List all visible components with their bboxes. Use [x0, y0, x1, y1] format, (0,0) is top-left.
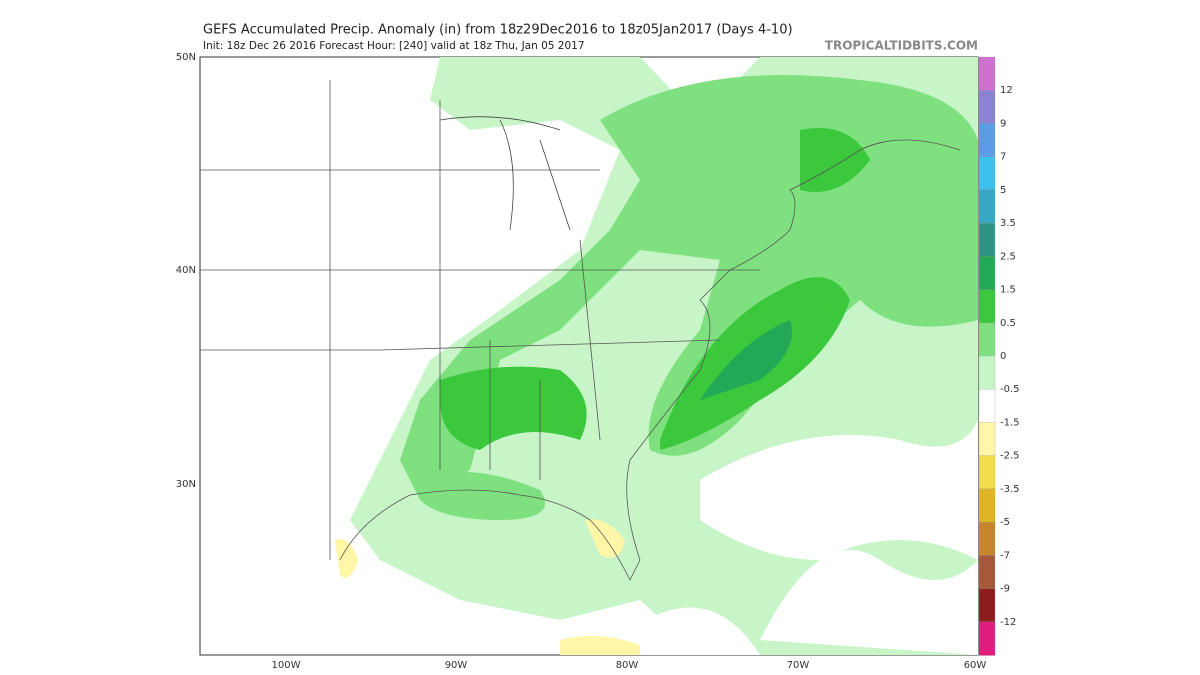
colorbar-label: 0.5 — [1000, 318, 1016, 329]
colorbar-swatch — [978, 355, 996, 390]
colorbar-swatch — [978, 555, 996, 590]
colorbar-swatch — [978, 189, 996, 224]
colorbar-swatch — [978, 588, 996, 623]
colorbar-label: 2.5 — [1000, 251, 1016, 262]
colorbar-swatch — [978, 389, 996, 424]
title: GEFS Accumulated Precip. Anomaly (in) fr… — [203, 23, 793, 38]
lon-label: 60W — [964, 660, 987, 671]
colorbar-label: 0 — [1000, 351, 1006, 362]
map — [199, 56, 979, 656]
colorbar-label: -7 — [1000, 550, 1010, 561]
boundaries — [200, 80, 961, 581]
lon-label: 80W — [616, 660, 639, 671]
colorbar-swatch — [978, 455, 996, 490]
colorbar-label: 3.5 — [1000, 218, 1016, 229]
colorbar-label: 7 — [1000, 152, 1006, 163]
colorbar-swatch — [978, 123, 996, 158]
colorbar-label: -0.5 — [1000, 384, 1020, 395]
colorbar-swatch — [978, 56, 996, 91]
colorbar-label: -12 — [1000, 617, 1016, 628]
precip-shading — [335, 57, 978, 655]
colorbar-swatch — [978, 422, 996, 457]
colorbar-label: -3.5 — [1000, 484, 1020, 495]
colorbar-swatch — [978, 322, 996, 357]
lon-label: 70W — [787, 660, 810, 671]
colorbar-swatch — [978, 222, 996, 257]
lat-label: 30N — [176, 479, 196, 490]
colorbar-swatch — [978, 621, 996, 656]
colorbar-swatch — [978, 156, 996, 191]
colorbar-swatch — [978, 256, 996, 291]
lat-label: 40N — [176, 265, 196, 276]
lat-label: 50N — [176, 52, 196, 63]
lon-label: 90W — [445, 660, 468, 671]
subtitle: Init: 18z Dec 26 2016 Forecast Hour: [24… — [203, 40, 585, 52]
colorbar-label: -1.5 — [1000, 417, 1020, 428]
brand: TROPICALTIDBITS.COM — [825, 39, 978, 53]
colorbar-label: -2.5 — [1000, 451, 1020, 462]
colorbar-label: -5 — [1000, 517, 1010, 528]
colorbar-label: 5 — [1000, 185, 1006, 196]
colorbar-swatch — [978, 90, 996, 125]
colorbar-swatch — [978, 289, 996, 324]
colorbar-label: 1.5 — [1000, 285, 1016, 296]
colorbar-label: 12 — [1000, 85, 1013, 96]
lon-label: 100W — [272, 660, 301, 671]
colorbar-label: 9 — [1000, 118, 1006, 129]
colorbar-label: -9 — [1000, 584, 1010, 595]
colorbar-swatch — [978, 488, 996, 523]
colorbar-swatch — [978, 521, 996, 556]
